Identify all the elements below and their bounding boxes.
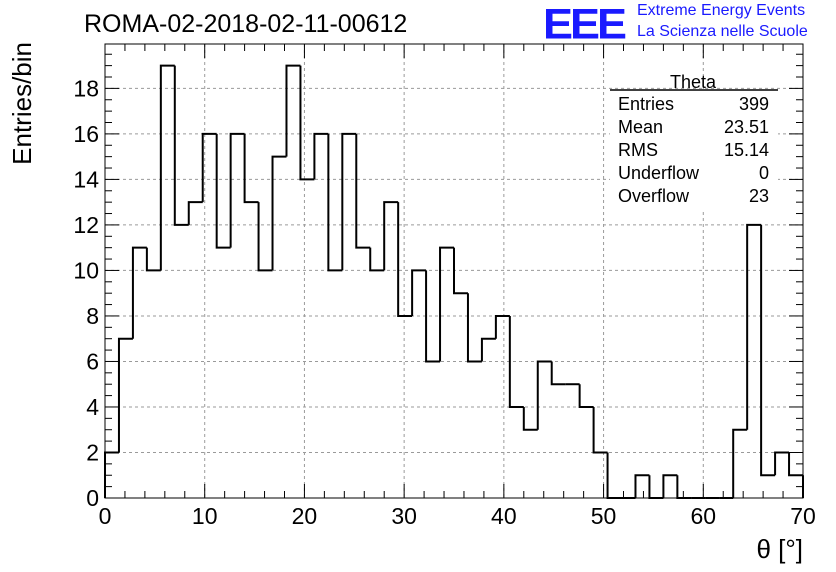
histogram-layer [104, 64, 804, 499]
histogram-bin [215, 133, 231, 249]
histogram-bin [159, 64, 175, 271]
y-tick-label: 6 [86, 348, 99, 374]
histogram-bin [439, 246, 454, 362]
y-tick-label: 8 [86, 303, 99, 329]
stats-row-value: 23.51 [724, 117, 769, 137]
histogram-bin [257, 202, 273, 272]
histogram-bin [411, 269, 427, 316]
y-tick-label: 16 [73, 121, 99, 147]
x-axis-label: θ [°] [756, 534, 803, 564]
histogram-bin [662, 474, 678, 498]
histogram-bin [578, 384, 594, 408]
stats-box-bg [610, 89, 778, 209]
histogram-bin [313, 132, 329, 180]
histogram-bin [466, 293, 482, 363]
histogram-bin [550, 361, 566, 386]
histogram-bin [522, 406, 538, 431]
grid-layer [105, 44, 803, 498]
histogram-bin [131, 246, 147, 339]
histogram-bin [508, 315, 524, 408]
histogram-bin [327, 133, 343, 272]
histogram-bin [299, 65, 315, 181]
histogram-bin [536, 360, 552, 430]
histogram-bin [201, 132, 217, 203]
stats-row-label: Mean [618, 117, 663, 137]
stats-row-value: 15.14 [724, 140, 769, 160]
chart-title: ROMA-02-2018-02-11-00612 [84, 10, 408, 38]
histogram-bin [453, 247, 468, 295]
stats-row-value: 23 [749, 186, 769, 206]
histogram-bin [355, 133, 371, 249]
histogram-bin [606, 452, 622, 499]
histogram-bin [243, 133, 259, 204]
stats-row-label: Entries [618, 94, 674, 114]
histogram-bin [746, 223, 762, 430]
y-tick-label: 12 [73, 212, 99, 238]
plot-frame [104, 43, 804, 499]
y-tick-label: 0 [86, 485, 99, 511]
y-tick-label: 2 [86, 439, 99, 465]
histogram-bin [634, 474, 650, 498]
histogram-bin [648, 475, 664, 499]
stats-row-value: 399 [739, 94, 769, 114]
histogram-bin [145, 247, 161, 272]
eee-logo: EEE [543, 0, 627, 48]
histogram-bin [592, 406, 608, 454]
x-tick-label: 30 [391, 503, 417, 529]
histogram-bin [369, 247, 385, 272]
histogram-bin [285, 64, 301, 157]
y-axis-label: Entries/bin [7, 42, 37, 165]
y-tick-label: 14 [73, 166, 99, 192]
histogram-bin [397, 202, 413, 317]
y-tick-label: 4 [86, 394, 99, 420]
histogram-bin [732, 428, 748, 498]
stats-row-label: Overflow [618, 186, 690, 206]
x-tick-label: 40 [491, 503, 517, 529]
stats-row-label: Underflow [618, 163, 700, 183]
histogram-bin [229, 132, 245, 248]
histogram-bin [425, 270, 441, 363]
y-tick-label: 10 [73, 257, 99, 283]
y-tick-label: 18 [73, 75, 99, 101]
stats-title: Theta [670, 72, 717, 92]
x-tick-label: 0 [99, 503, 112, 529]
histogram-bin [117, 337, 133, 453]
histogram-bin [187, 201, 203, 225]
x-tick-label: 70 [790, 503, 816, 529]
stats-row-label: RMS [618, 140, 658, 160]
logo-subtitle-line2: La Scienza nelle Scuole [637, 23, 808, 40]
x-tick-label: 50 [591, 503, 617, 529]
x-tick-label: 20 [292, 503, 318, 529]
axis-layer: 0 10 20 30 40 50 60 70 0 2 4 6 8 10 12 14 16 18 [73, 43, 816, 529]
x-tick-label: 10 [192, 503, 218, 529]
histogram-bin [494, 314, 510, 339]
histogram-bin [173, 65, 189, 226]
histogram-bin [480, 337, 496, 362]
histogram-bin [341, 132, 357, 271]
histogram-bin [676, 475, 692, 499]
stats-row-value: 0 [759, 163, 769, 183]
logo-subtitle-line1: Extreme Energy Events [637, 2, 806, 19]
histogram-bin [774, 451, 790, 476]
histogram-bin [271, 155, 287, 271]
x-tick-label: 60 [690, 503, 716, 529]
histogram-bin [383, 201, 399, 271]
histogram-bin [760, 224, 776, 477]
